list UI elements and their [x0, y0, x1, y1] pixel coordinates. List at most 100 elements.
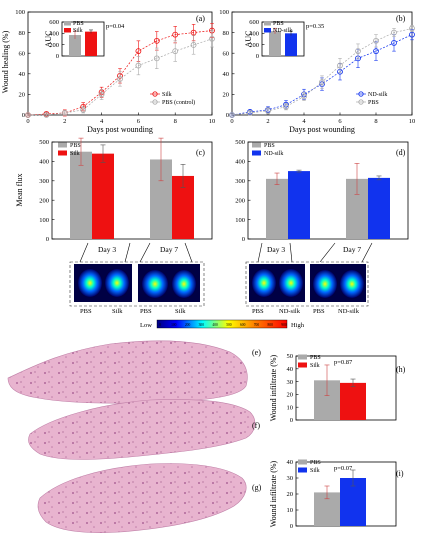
y-axis-title: Wound healing (%): [1, 30, 10, 93]
data-point: [135, 48, 142, 55]
colorbar-tick-label: 200: [185, 323, 191, 327]
legend-label: ND-silk: [264, 151, 283, 157]
legend-marker: [358, 91, 364, 97]
data-point: [265, 107, 271, 114]
plot-frame: [27, 11, 213, 116]
y-tick-label: 10: [287, 404, 294, 411]
pointer-line: [124, 242, 131, 263]
panel-label-e: (e): [252, 348, 261, 357]
y-axis-title: Mean flux: [15, 173, 24, 206]
histology-group: (e) (f) (g): [7, 340, 262, 533]
panel-label: (h): [396, 365, 406, 374]
data-point: [98, 91, 105, 98]
day-label: Day 3: [98, 245, 116, 254]
bar: [266, 178, 288, 239]
bar: [288, 171, 310, 239]
bar: [150, 159, 172, 239]
x-tick-label: 2: [63, 118, 66, 125]
y-tick-label: 0: [290, 523, 293, 530]
data-point: [319, 79, 325, 85]
day-label: Day 3: [267, 245, 285, 254]
colorbar-tick-label: 700: [254, 323, 260, 327]
imaging-frame: [245, 261, 369, 307]
flux-hotspot: [142, 270, 168, 298]
y-tick-label: 100: [39, 217, 49, 224]
legend-swatch: [252, 142, 261, 148]
flux-hotspot: [105, 269, 129, 297]
pointer-line: [257, 242, 263, 263]
flux-hotspot: [340, 270, 364, 298]
y-tick-label: 20: [223, 92, 230, 99]
legend-label: PBS: [368, 100, 379, 106]
legend-marker: [358, 99, 364, 105]
y-tick-label: 0: [22, 112, 25, 119]
legend-label: PBS (control): [162, 99, 195, 106]
legend-label: ND-silk: [273, 28, 292, 34]
inset-y-axis-title: AUC: [44, 31, 53, 48]
data-point: [135, 62, 142, 69]
plot-frame: [231, 11, 413, 116]
flux-hotspot: [172, 270, 196, 298]
legend-label: Silk: [70, 151, 80, 157]
legend-marker: [152, 91, 158, 97]
colorbar-tick-label: 600: [240, 323, 246, 327]
x-axis-title: Days post wounding: [87, 125, 153, 134]
colorbar-tick-label: 900: [281, 323, 287, 327]
flux-hotspot: [279, 269, 303, 297]
imaging-silk-group: Day 3 Day 7 PBS Silk PBS Silk: [69, 242, 205, 315]
pointer-line: [184, 242, 193, 263]
x-tick-label: 10: [209, 118, 216, 125]
flux-hotspot: [78, 269, 102, 297]
y-tick-label: 400: [235, 159, 245, 166]
bar: [92, 153, 114, 239]
bar: [85, 31, 97, 56]
legend-swatch: [64, 21, 71, 26]
colorbar-gradient: [156, 319, 288, 329]
colorbar: Low High 0 100 200 300 400 500 600 700 800 900: [140, 319, 305, 329]
y-tick-label: 200: [235, 197, 245, 204]
y-tick-label: 30: [287, 475, 294, 482]
legend-swatch: [264, 21, 271, 26]
colorbar-tick-label: 0: [159, 323, 161, 327]
image-label: Silk: [112, 308, 123, 315]
x-tick-label: 4: [302, 118, 306, 125]
data-point: [391, 29, 397, 36]
y-tick-label: 40: [287, 366, 294, 373]
y-tick-label: 400: [49, 31, 59, 38]
day-label: Day 7: [160, 245, 178, 254]
histology-section-f: [28, 399, 256, 460]
bar: [340, 382, 366, 420]
bar-chart-h: 0 10 20 30 40 50 Wound infiltrate (%) (h) p=0.87…: [269, 353, 406, 424]
plot-frame: [261, 21, 305, 57]
colorbar-tick-label: 500: [226, 323, 232, 327]
legend-swatch: [264, 28, 271, 33]
y-axis-title: Wound infiltrate (%): [269, 354, 278, 421]
data-point: [25, 112, 31, 118]
panel-label: (a): [196, 14, 205, 23]
legend-label: PBS: [310, 460, 321, 466]
pointer-line: [289, 242, 293, 263]
data-point: [61, 110, 68, 116]
legend-label: PBS: [273, 21, 284, 27]
pointer-line: [79, 242, 89, 263]
data-point: [153, 37, 160, 44]
p-value-annotation: p=0.35: [306, 23, 324, 30]
data-point: [247, 110, 253, 116]
legend-swatch: [298, 354, 307, 360]
y-tick-label: 400: [249, 31, 259, 38]
bar: [285, 33, 297, 56]
data-point: [190, 42, 197, 48]
x-tick-label: 4: [100, 118, 104, 125]
y-tick-label: 80: [223, 30, 230, 37]
legend-swatch: [58, 142, 67, 148]
x-tick-label: 8: [174, 118, 177, 125]
y-tick-label: 200: [249, 42, 259, 49]
data-point: [117, 76, 123, 82]
y-tick-label: 600: [49, 19, 59, 26]
legend-label: PBS: [264, 143, 275, 149]
bar: [346, 178, 368, 239]
image-label: PBS: [313, 308, 325, 315]
y-tick-label: 300: [39, 178, 49, 185]
